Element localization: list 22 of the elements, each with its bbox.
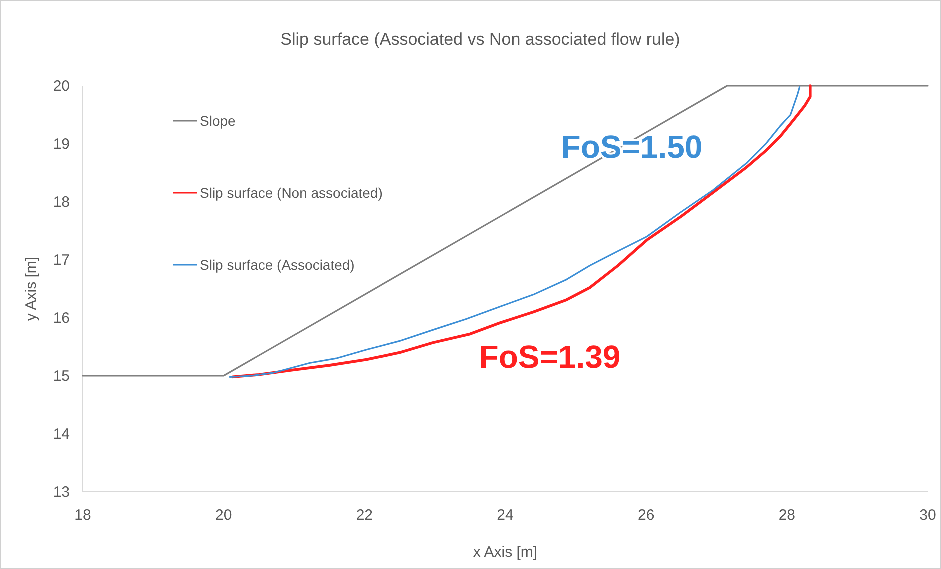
y-tick-label: 14: [53, 426, 70, 443]
y-axis-title: y Axis [m]: [23, 256, 40, 322]
x-axis-title: x Axis [m]: [473, 544, 538, 561]
x-tick-label: 30: [920, 507, 936, 524]
x-tick-label: 20: [215, 507, 232, 524]
x-tick-label: 24: [497, 507, 514, 524]
y-tick-label: 16: [53, 310, 70, 327]
legend-label: Slip surface (Associated): [200, 257, 355, 273]
y-tick-label: 19: [53, 136, 70, 153]
y-tick-label: 13: [53, 484, 70, 501]
y-tick-label: 18: [53, 194, 70, 211]
x-tick-label: 22: [356, 507, 374, 524]
y-tick-label: 15: [53, 368, 70, 385]
chart-title: Slip surface (Associated vs Non associated flow rule): [280, 30, 680, 49]
y-tick-label: 17: [53, 252, 70, 269]
x-tick-label: 18: [74, 507, 92, 524]
annotation: FoS=1.39: [479, 339, 621, 375]
x-tick-label: 26: [638, 507, 655, 524]
legend-label: Slope: [200, 113, 236, 129]
legend-label: Slip surface (Non associated): [200, 185, 383, 201]
y-tick-label: 20: [53, 78, 70, 95]
x-tick-label: 28: [778, 507, 796, 524]
